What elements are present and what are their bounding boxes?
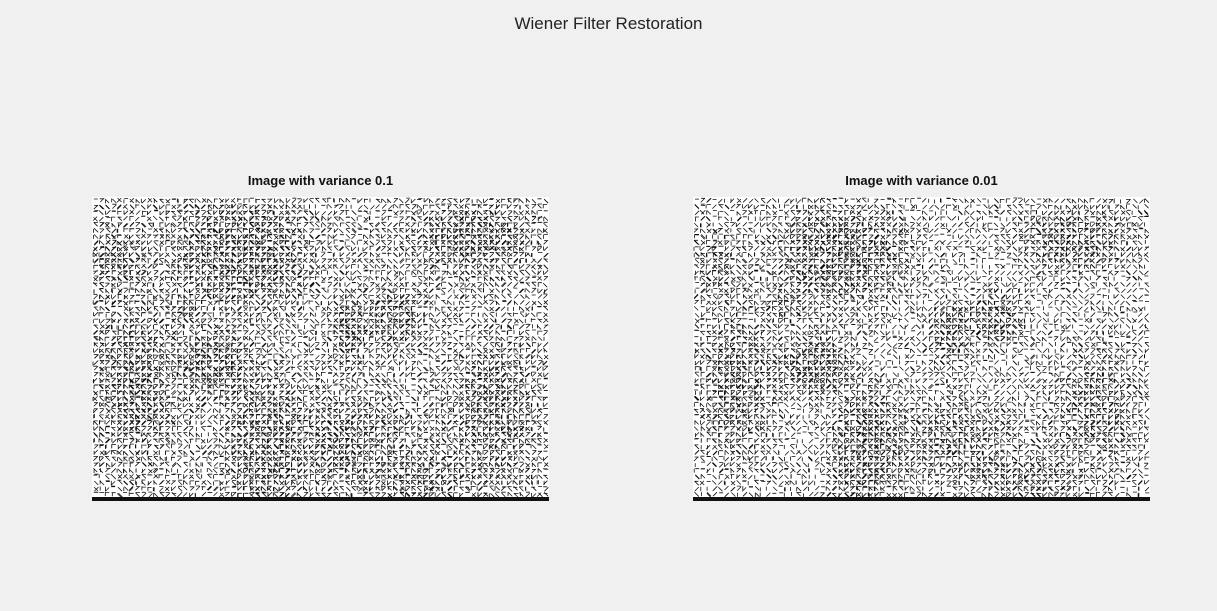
image-bottom-edge <box>693 497 1150 501</box>
subplot-title-right: Image with variance 0.01 <box>845 173 998 188</box>
image-texture <box>693 197 1150 501</box>
image-texture <box>92 197 549 501</box>
image-canvas-left <box>92 197 549 501</box>
restored-image-left <box>92 197 549 501</box>
image-canvas-right <box>693 197 1150 501</box>
figure-title: Wiener Filter Restoration <box>514 14 703 33</box>
restored-image-right <box>693 197 1150 501</box>
image-bottom-edge <box>92 497 549 501</box>
subplot-title-left: Image with variance 0.1 <box>247 173 394 188</box>
